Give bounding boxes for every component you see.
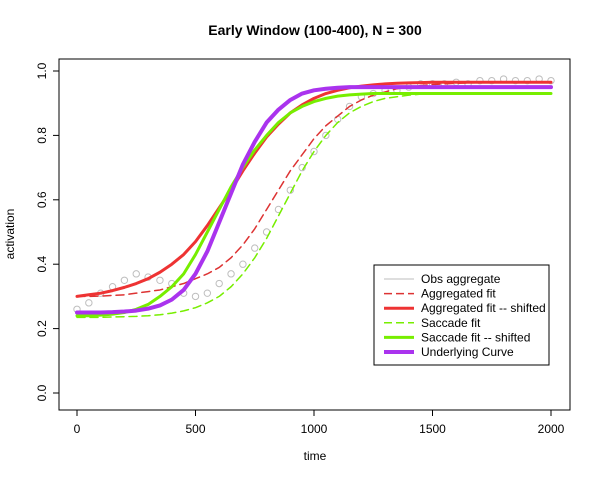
legend-item-saccade-fit: Saccade fit [384, 316, 481, 330]
legend-item-saccade-fit-shifted: Saccade fit -- shifted [384, 330, 530, 344]
obs-point [239, 260, 247, 268]
obs-point [476, 76, 484, 85]
legend-item-obs-aggregate: Obs aggregate [384, 272, 501, 286]
series-aggregated-fit-shifted [75, 80, 553, 298]
obs-point [286, 186, 294, 194]
y-tick-label: 1.0 [35, 62, 49, 79]
x-axis: 0 500 1000 1500 2000 [74, 409, 565, 436]
y-tick-label: 0.4 [35, 256, 49, 273]
legend-label: Aggregated fit [421, 287, 496, 301]
legend-label: Saccade fit -- shifted [421, 330, 530, 344]
series-line-saccade-fit-shifted [75, 92, 553, 318]
obs-point [523, 76, 531, 85]
series-saccade-fit-shifted [75, 92, 553, 318]
chart-title: Early Window (100-400), N = 300 [208, 22, 422, 38]
x-tick-label: 2000 [538, 422, 565, 436]
legend-item-underlying-curve: Underlying Curve [384, 345, 514, 359]
obs-point [156, 276, 164, 284]
legend-label: Aggregated fit -- shifted [421, 301, 546, 315]
obs-point [345, 102, 354, 111]
legend-item-aggregated-fit-shifted: Aggregated fit -- shifted [384, 301, 546, 315]
series-underlying-curve [75, 85, 553, 315]
y-tick-label: 0.6 [35, 191, 49, 208]
obs-point [310, 147, 318, 156]
legend-label: Obs aggregate [421, 272, 501, 286]
x-axis-label: time [304, 449, 327, 463]
legend-box [373, 264, 550, 366]
obs-point [488, 76, 496, 85]
legend-item-aggregated-fit: Aggregated fit [384, 287, 496, 301]
obs-point [298, 163, 306, 172]
series-line-aggregated-fit-shifted [75, 80, 553, 298]
obs-point [251, 244, 259, 252]
x-tick-label: 1500 [419, 422, 446, 436]
series-layer [73, 75, 555, 319]
obs-point [191, 292, 200, 301]
y-axis-label: activation [3, 209, 17, 260]
legend-label: Saccade fit [421, 316, 481, 330]
obs-point [227, 270, 235, 278]
series-aggregated-fit [76, 81, 552, 298]
obs-point [322, 131, 330, 140]
obs-point [120, 276, 129, 284]
obs-point [215, 279, 223, 288]
x-tick-label: 1000 [301, 422, 328, 436]
series-line-aggregated-fit [76, 81, 552, 298]
obs-point [132, 270, 140, 278]
y-tick-label: 0.8 [35, 127, 49, 144]
y-axis: 0.0 0.2 0.4 0.6 0.8 1.0 [35, 62, 60, 401]
y-tick-label: 0.2 [35, 320, 49, 337]
obs-point [203, 289, 212, 297]
x-tick-label: 0 [74, 422, 81, 436]
y-tick-label: 0.0 [35, 384, 49, 401]
obs-point [85, 299, 93, 307]
obs-point [511, 76, 520, 85]
x-tick-label: 500 [185, 422, 205, 436]
obs-point [547, 76, 555, 85]
legend-label: Underlying Curve [421, 345, 514, 359]
series-line-underlying-curve [75, 85, 553, 315]
